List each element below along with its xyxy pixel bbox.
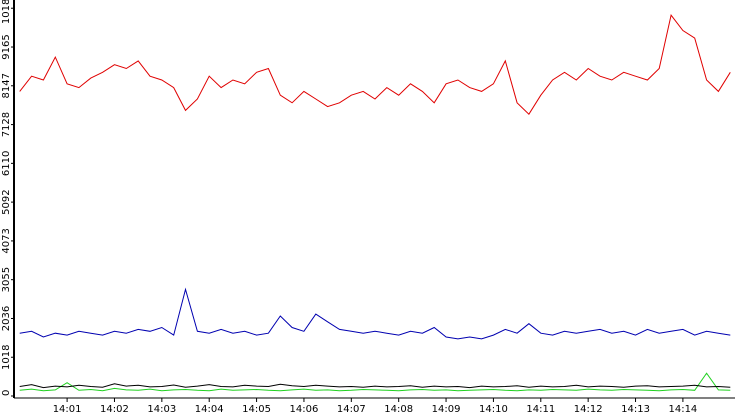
y-tick-label: 4073 [1,228,12,253]
x-tick-label: 14:09 [432,404,461,415]
x-tick-label: 14:13 [621,404,650,415]
x-tick-label: 14:05 [242,404,271,415]
y-tick-label: 0 [1,390,12,396]
x-tick-label: 14:12 [574,404,603,415]
x-tick-label: 14:04 [195,404,224,415]
x-tick-label: 14:11 [526,404,555,415]
series-line [19,14,731,115]
series-line [19,383,731,389]
y-tick-label: 7128 [1,112,12,137]
y-tick-label: 6110 [1,151,12,176]
y-tick-label: 3055 [1,267,12,292]
series-line [19,372,731,392]
x-tick-label: 14:06 [290,404,319,415]
y-tick-label: 8147 [1,73,12,98]
x-tick-label: 14:14 [668,404,697,415]
y-tick-label: 10184 [1,0,12,24]
y-tick-label: 5092 [1,189,12,214]
x-tick-label: 14:01 [53,404,82,415]
x-tick-label: 14:02 [100,404,129,415]
x-tick-label: 14:03 [147,404,176,415]
x-tick-label: 14:07 [337,404,366,415]
series-line [19,287,731,340]
y-tick-label: 2036 [1,306,12,331]
y-tick-label: 1018 [1,345,12,370]
x-tick-label: 14:08 [384,404,413,415]
y-tick-label: 9165 [1,34,12,59]
x-tick-label: 14:10 [479,404,508,415]
